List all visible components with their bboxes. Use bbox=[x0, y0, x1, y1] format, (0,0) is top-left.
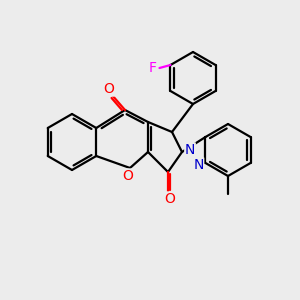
Text: O: O bbox=[123, 169, 134, 183]
Text: F: F bbox=[148, 61, 157, 75]
Text: N: N bbox=[185, 143, 195, 157]
Text: O: O bbox=[103, 82, 114, 96]
Text: N: N bbox=[193, 158, 204, 172]
Text: O: O bbox=[165, 192, 176, 206]
